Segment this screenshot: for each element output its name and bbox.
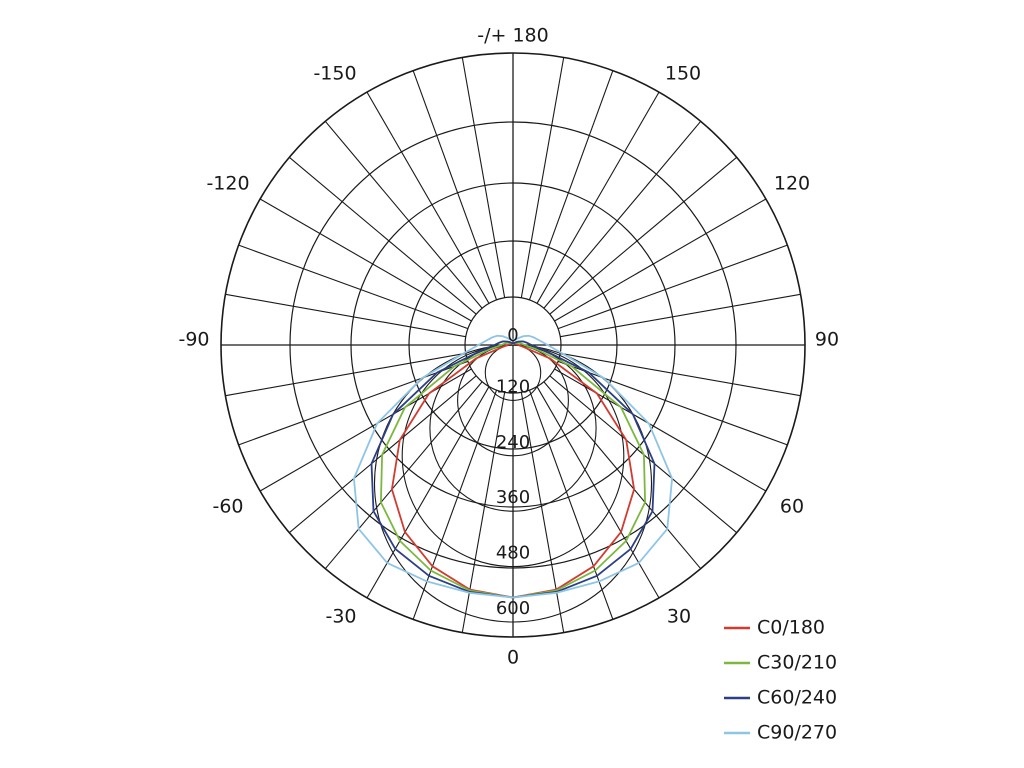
grid-spoke xyxy=(554,198,767,322)
grid-spoke xyxy=(225,293,466,338)
angle-label: 120 xyxy=(774,173,810,195)
legend-label: C90/270 xyxy=(757,722,837,744)
radial-tick-labels: 0 120 240 360 480 600 xyxy=(496,325,530,619)
grid-spoke xyxy=(238,244,469,330)
angle-label: -90 xyxy=(178,329,209,351)
radial-tick-label: 240 xyxy=(496,432,530,453)
grid-spoke xyxy=(549,156,738,315)
grid-spoke xyxy=(288,156,477,315)
polar-series xyxy=(353,334,673,599)
angle-label: 30 xyxy=(667,606,691,628)
radial-tick-label: 120 xyxy=(496,376,530,397)
grid-spoke xyxy=(560,293,801,338)
grid-spoke xyxy=(461,57,506,298)
chart-legend: C0/180 C30/210 C60/240 C90/270 xyxy=(724,617,837,744)
radial-tick-label: 360 xyxy=(496,487,530,508)
grid-spoke xyxy=(536,91,660,304)
grid-spoke xyxy=(543,120,702,309)
angle-label: -30 xyxy=(325,606,356,628)
grid-spoke xyxy=(225,352,466,397)
grid-spoke xyxy=(520,57,565,298)
angle-labels: -/+ 180 150 -150 120 -120 90 -90 60 -60 30 -30 0 xyxy=(178,25,839,669)
angle-label: -/+ 180 xyxy=(477,25,548,47)
grid-spoke xyxy=(557,244,788,330)
grid-spoke xyxy=(557,360,788,446)
angle-label: -150 xyxy=(313,63,356,85)
angle-label: 90 xyxy=(815,329,839,351)
angle-label: -120 xyxy=(206,173,249,195)
grid-spoke xyxy=(543,381,702,570)
grid-spoke xyxy=(259,368,472,492)
angle-label: 60 xyxy=(780,496,804,518)
angle-label: 0 xyxy=(507,647,519,669)
radial-tick-label: 600 xyxy=(496,598,530,619)
angle-label: -60 xyxy=(212,496,243,518)
polar-grid xyxy=(220,52,806,638)
grid-spoke xyxy=(366,91,490,304)
legend-label: C0/180 xyxy=(757,617,825,639)
angle-label: 150 xyxy=(665,63,701,85)
grid-spoke xyxy=(324,381,483,570)
grid-spoke xyxy=(528,70,614,301)
grid-spoke xyxy=(259,198,472,322)
legend-label: C30/210 xyxy=(757,652,837,674)
grid-spoke xyxy=(554,368,767,492)
legend-label: C60/240 xyxy=(757,687,837,709)
grid-spoke xyxy=(412,70,498,301)
grid-spoke xyxy=(238,360,469,446)
grid-spoke xyxy=(560,352,801,397)
series-curve-c90-270 xyxy=(353,334,673,599)
radial-tick-label: 0 xyxy=(507,325,518,346)
radial-tick-label: 480 xyxy=(496,543,530,564)
grid-spoke xyxy=(324,120,483,309)
